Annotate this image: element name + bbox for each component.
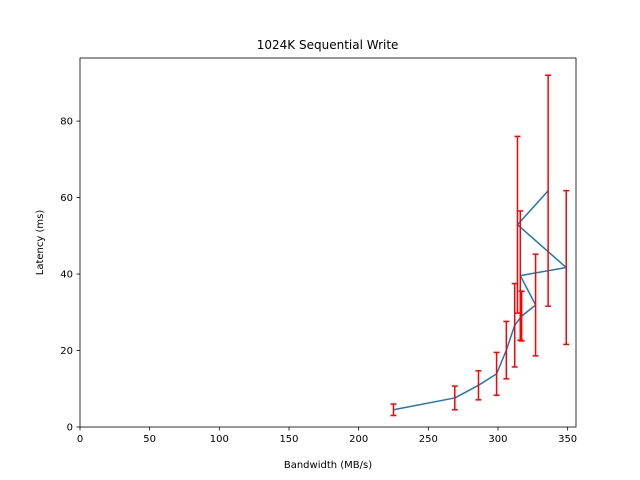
x-tick-label: 150: [279, 434, 298, 445]
error-bar: [475, 370, 482, 401]
y-tick-label: 40: [60, 270, 73, 281]
x-tick-label: 0: [77, 434, 83, 445]
x-axis-label: Bandwidth (MB/s): [284, 460, 372, 471]
x-tick-label: 350: [558, 434, 577, 445]
error-bar: [390, 403, 397, 417]
error-bar: [511, 282, 518, 368]
error-bar: [493, 351, 500, 397]
chart-title: 1024K Sequential Write: [257, 38, 399, 52]
error-bar: [532, 253, 539, 357]
error-bar: [451, 385, 458, 411]
y-tick-label: 80: [60, 117, 73, 128]
y-tick-label: 20: [60, 346, 73, 357]
error-bar: [514, 135, 521, 314]
plot-area: [390, 74, 570, 417]
y-axis: 0 20 40 60 80: [60, 117, 80, 434]
x-tick-label: 200: [349, 434, 368, 445]
x-tick-label: 50: [143, 434, 156, 445]
y-tick-label: 60: [60, 193, 73, 204]
axes-frame: [79, 57, 577, 428]
y-tick-label: 0: [67, 423, 73, 434]
error-bar: [545, 74, 552, 307]
x-tick-label: 300: [488, 434, 507, 445]
error-bar: [563, 189, 570, 346]
x-tick-label: 250: [419, 434, 438, 445]
error-bar: [503, 320, 510, 380]
y-axis-label: Latency (ms): [35, 210, 46, 276]
x-axis: 0 50 100 150 200 250 300 350: [77, 427, 577, 445]
x-tick-label: 100: [210, 434, 229, 445]
series-line: [393, 190, 567, 411]
error-bar: [517, 210, 524, 341]
